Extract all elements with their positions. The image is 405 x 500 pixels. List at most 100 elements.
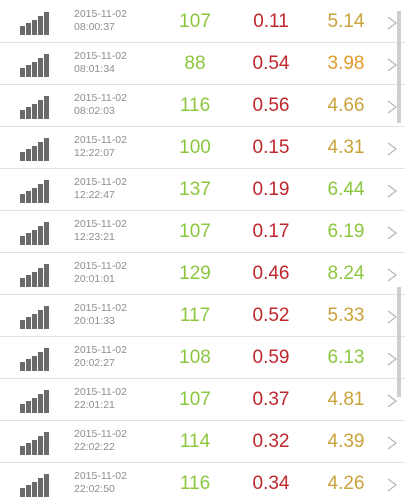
value-primary: 108 — [179, 347, 211, 368]
chevron-right-icon[interactable] — [386, 352, 398, 366]
timestamp-date: 2015-11-02 — [74, 428, 127, 440]
list-item[interactable]: 2015-11-02 20:01:33 117 0.52 5.33 — [0, 295, 405, 337]
chevron-right-icon[interactable] — [386, 226, 398, 240]
value-primary: 107 — [179, 221, 211, 242]
timestamp: 2015-11-02 12:22:47 — [74, 176, 154, 202]
scrollbar-top[interactable] — [397, 11, 401, 123]
chevron-right-icon[interactable] — [386, 436, 398, 450]
value-tertiary: 3.98 — [327, 53, 365, 74]
timestamp-date: 2015-11-02 — [74, 8, 127, 20]
chevron-right-icon[interactable] — [386, 16, 398, 30]
timestamp-date: 2015-11-02 — [74, 218, 127, 230]
value-primary: 88 — [184, 53, 206, 74]
timestamp-time: 12:23:21 — [74, 231, 115, 243]
timestamp: 2015-11-02 22:02:22 — [74, 428, 154, 454]
value-tertiary: 5.14 — [327, 11, 365, 32]
timestamp-time: 08:01:34 — [74, 63, 115, 75]
value-tertiary: 4.31 — [327, 137, 365, 158]
signal-bars-icon — [20, 431, 52, 455]
chevron-right-icon[interactable] — [386, 100, 398, 114]
timestamp: 2015-11-02 20:02:27 — [74, 344, 154, 370]
timestamp: 2015-11-02 08:00:37 — [74, 8, 154, 34]
value-tertiary: 6.13 — [327, 347, 365, 368]
value-tertiary: 6.19 — [327, 221, 365, 242]
chevron-right-icon[interactable] — [386, 268, 398, 282]
signal-bars-icon — [20, 221, 52, 245]
value-tertiary: 4.81 — [327, 389, 365, 410]
timestamp: 2015-11-02 20:01:33 — [74, 302, 154, 328]
timestamp-time: 22:01:21 — [74, 399, 115, 411]
timestamp: 2015-11-02 20:01:01 — [74, 260, 154, 286]
value-tertiary: 4.39 — [327, 431, 365, 452]
timestamp-date: 2015-11-02 — [74, 50, 127, 62]
timestamp-time: 12:22:47 — [74, 189, 115, 201]
list-item[interactable]: 2015-11-02 20:01:01 129 0.46 8.24 — [0, 253, 405, 295]
timestamp-date: 2015-11-02 — [74, 344, 127, 356]
signal-bars-icon — [20, 347, 52, 371]
value-secondary: 0.46 — [252, 263, 290, 284]
timestamp-time: 22:02:22 — [74, 441, 115, 453]
scrollbar-bottom[interactable] — [397, 287, 401, 397]
value-primary: 107 — [179, 389, 211, 410]
signal-bars-icon — [20, 473, 52, 497]
signal-bars-icon — [20, 11, 52, 35]
value-tertiary: 4.66 — [327, 95, 365, 116]
value-tertiary: 8.24 — [327, 263, 365, 284]
list-item[interactable]: 2015-11-02 08:01:34 88 0.54 3.98 — [0, 43, 405, 85]
value-primary: 137 — [179, 179, 211, 200]
chevron-right-icon[interactable] — [386, 310, 398, 324]
signal-bars-icon — [20, 179, 52, 203]
value-secondary: 0.52 — [252, 305, 290, 326]
timestamp-date: 2015-11-02 — [74, 470, 127, 482]
list-item[interactable]: 2015-11-02 22:02:50 116 0.34 4.26 — [0, 463, 405, 500]
chevron-right-icon[interactable] — [386, 184, 398, 198]
timestamp-time: 20:01:01 — [74, 273, 115, 285]
signal-bars-icon — [20, 263, 52, 287]
list-item[interactable]: 2015-11-02 22:02:22 114 0.32 4.39 — [0, 421, 405, 463]
signal-bars-icon — [20, 95, 52, 119]
value-primary: 107 — [179, 11, 211, 32]
list-item[interactable]: 2015-11-02 22:01:21 107 0.37 4.81 — [0, 379, 405, 421]
value-secondary: 0.17 — [252, 221, 290, 242]
list-item[interactable]: 2015-11-02 08:02:03 116 0.56 4.66 — [0, 85, 405, 127]
timestamp-time: 12:22:07 — [74, 147, 115, 159]
chevron-right-icon[interactable] — [386, 58, 398, 72]
timestamp-date: 2015-11-02 — [74, 134, 127, 146]
timestamp-date: 2015-11-02 — [74, 386, 127, 398]
signal-bars-icon — [20, 305, 52, 329]
list-item[interactable]: 2015-11-02 12:23:21 107 0.17 6.19 — [0, 211, 405, 253]
value-primary: 129 — [179, 263, 211, 284]
list-item[interactable]: 2015-11-02 08:00:37 107 0.11 5.14 — [0, 1, 405, 43]
timestamp: 2015-11-02 08:01:34 — [74, 50, 154, 76]
value-secondary: 0.54 — [252, 53, 290, 74]
list-item[interactable]: 2015-11-02 12:22:07 100 0.15 4.31 — [0, 127, 405, 169]
chevron-right-icon[interactable] — [386, 394, 398, 408]
signal-bars-icon — [20, 137, 52, 161]
timestamp: 2015-11-02 12:23:21 — [74, 218, 154, 244]
value-secondary: 0.59 — [252, 347, 290, 368]
timestamp-time: 22:02:50 — [74, 483, 115, 495]
value-primary: 116 — [179, 473, 211, 494]
value-primary: 100 — [179, 137, 211, 158]
value-secondary: 0.19 — [252, 179, 290, 200]
timestamp-time: 20:02:27 — [74, 357, 115, 369]
value-secondary: 0.56 — [252, 95, 290, 116]
list-item[interactable]: 2015-11-02 12:22:47 137 0.19 6.44 — [0, 169, 405, 211]
timestamp-date: 2015-11-02 — [74, 302, 127, 314]
value-secondary: 0.11 — [253, 11, 289, 32]
timestamp-time: 20:01:33 — [74, 315, 115, 327]
value-secondary: 0.15 — [252, 137, 290, 158]
timestamp: 2015-11-02 22:02:50 — [74, 470, 154, 496]
timestamp-time: 08:00:37 — [74, 21, 115, 33]
timestamp-date: 2015-11-02 — [74, 92, 127, 104]
timestamp-time: 08:02:03 — [74, 105, 115, 117]
signal-bars-icon — [20, 53, 52, 77]
chevron-right-icon[interactable] — [386, 478, 398, 492]
value-secondary: 0.34 — [252, 473, 290, 494]
list-item[interactable]: 2015-11-02 20:02:27 108 0.59 6.13 — [0, 337, 405, 379]
chevron-right-icon[interactable] — [386, 142, 398, 156]
timestamp: 2015-11-02 22:01:21 — [74, 386, 154, 412]
value-tertiary: 6.44 — [327, 179, 365, 200]
signal-bars-icon — [20, 389, 52, 413]
